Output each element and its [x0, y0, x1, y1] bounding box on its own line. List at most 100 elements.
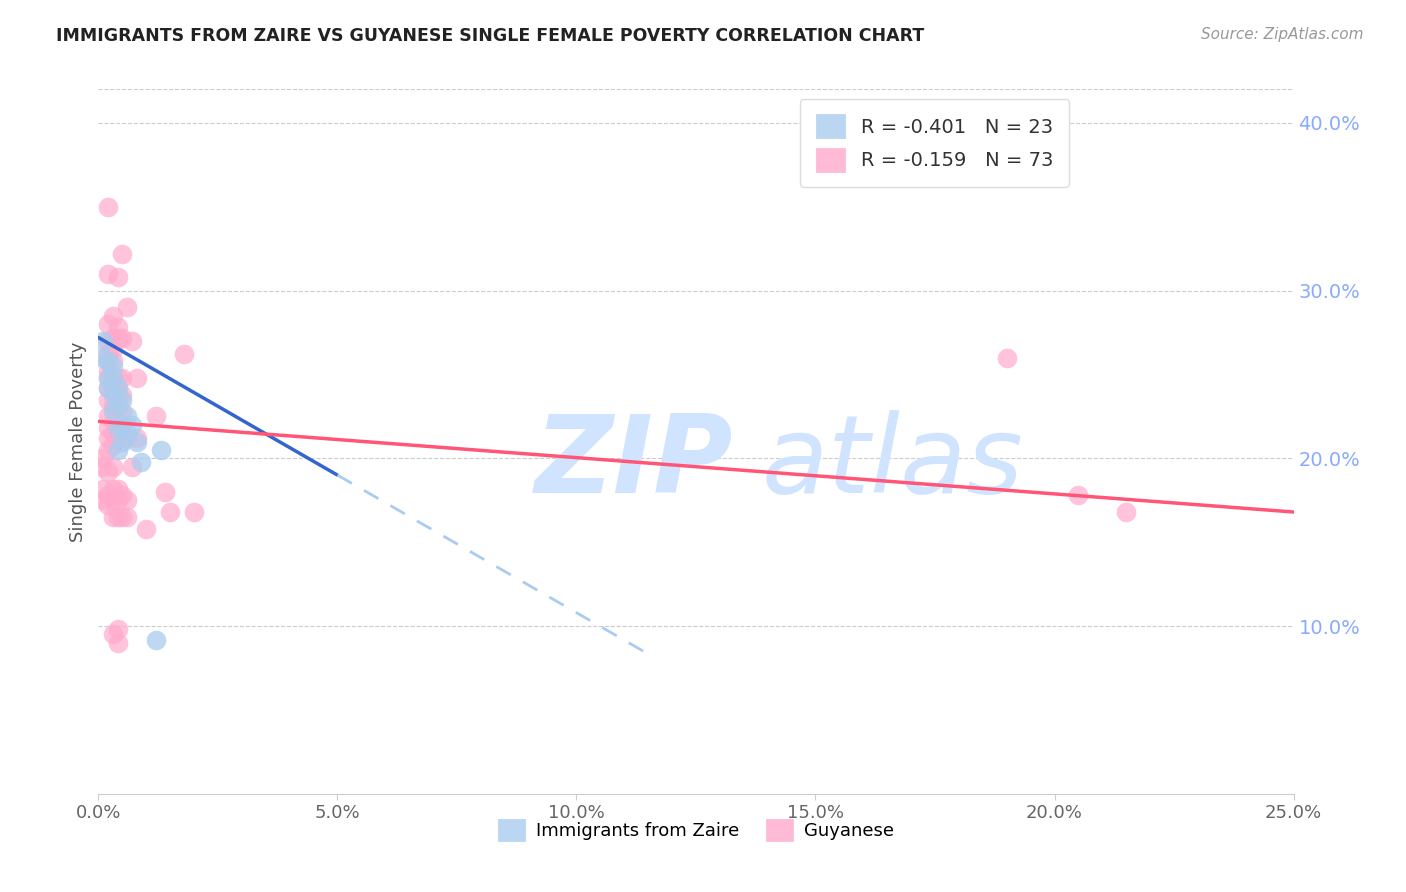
Point	[121, 417, 143, 432]
Point	[97, 431, 120, 445]
Point	[111, 510, 134, 524]
Point	[115, 510, 138, 524]
Point	[111, 417, 134, 432]
Point	[107, 270, 129, 285]
Text: Source: ZipAtlas.com: Source: ZipAtlas.com	[1201, 27, 1364, 42]
Legend: Immigrants from Zaire, Guyanese: Immigrants from Zaire, Guyanese	[491, 812, 901, 848]
Point	[125, 371, 148, 385]
Point	[107, 510, 129, 524]
Point	[101, 371, 124, 385]
Text: ZIP: ZIP	[534, 409, 733, 516]
Point	[97, 488, 120, 502]
Point	[107, 421, 129, 435]
Point	[91, 334, 114, 348]
Point	[107, 387, 129, 401]
Point	[101, 414, 124, 428]
Point	[91, 451, 114, 466]
Point	[101, 359, 124, 373]
Point	[101, 387, 124, 401]
Point	[97, 371, 120, 385]
Point	[97, 421, 120, 435]
Point	[1115, 505, 1137, 519]
Point	[183, 505, 205, 519]
Point	[101, 426, 124, 441]
Point	[145, 409, 167, 424]
Point	[111, 434, 134, 449]
Point	[97, 409, 120, 424]
Point	[101, 482, 124, 496]
Point	[97, 354, 120, 368]
Point	[97, 317, 120, 331]
Point	[1067, 488, 1090, 502]
Point	[107, 623, 129, 637]
Point	[131, 455, 153, 469]
Text: atlas: atlas	[762, 410, 1024, 516]
Point	[91, 459, 114, 474]
Point	[97, 347, 120, 361]
Point	[111, 387, 134, 401]
Point	[101, 381, 124, 395]
Text: IMMIGRANTS FROM ZAIRE VS GUYANESE SINGLE FEMALE POVERTY CORRELATION CHART: IMMIGRANTS FROM ZAIRE VS GUYANESE SINGLE…	[56, 27, 925, 45]
Point	[101, 438, 124, 452]
Point	[995, 351, 1018, 365]
Point	[115, 409, 138, 424]
Point	[101, 330, 124, 344]
Point	[145, 632, 167, 647]
Point	[101, 510, 124, 524]
Point	[111, 371, 134, 385]
Point	[107, 381, 129, 395]
Point	[97, 371, 120, 385]
Point	[107, 371, 129, 385]
Point	[107, 398, 129, 412]
Point	[115, 493, 138, 508]
Point	[115, 301, 138, 315]
Point	[101, 493, 124, 508]
Point	[149, 442, 172, 457]
Point	[115, 431, 138, 445]
Point	[101, 371, 124, 385]
Point	[107, 421, 129, 435]
Point	[107, 482, 129, 496]
Point	[125, 434, 148, 449]
Point	[111, 246, 134, 260]
Point	[97, 200, 120, 214]
Point	[111, 330, 134, 344]
Point	[91, 482, 114, 496]
Point	[91, 493, 114, 508]
Point	[125, 431, 148, 445]
Point	[97, 381, 120, 395]
Point	[115, 426, 138, 441]
Point	[101, 459, 124, 474]
Point	[107, 320, 129, 334]
Point	[101, 354, 124, 368]
Point	[101, 309, 124, 323]
Point	[155, 484, 177, 499]
Point	[111, 488, 134, 502]
Point	[97, 334, 120, 348]
Point	[121, 459, 143, 474]
Point	[135, 522, 157, 536]
Point	[101, 398, 124, 412]
Point	[101, 343, 124, 357]
Point	[159, 505, 181, 519]
Point	[91, 351, 114, 365]
Point	[97, 498, 120, 512]
Point	[107, 442, 129, 457]
Point	[101, 627, 124, 641]
Point	[97, 392, 120, 407]
Point	[173, 347, 195, 361]
Point	[101, 404, 124, 418]
Point	[97, 465, 120, 479]
Point	[107, 330, 129, 344]
Point	[107, 493, 129, 508]
Point	[107, 636, 129, 650]
Point	[111, 404, 134, 418]
Point	[111, 392, 134, 407]
Point	[97, 381, 120, 395]
Point	[121, 334, 143, 348]
Point	[97, 364, 120, 378]
Point	[97, 442, 120, 457]
Point	[97, 267, 120, 281]
Point	[97, 354, 120, 368]
Y-axis label: Single Female Poverty: Single Female Poverty	[69, 342, 87, 541]
